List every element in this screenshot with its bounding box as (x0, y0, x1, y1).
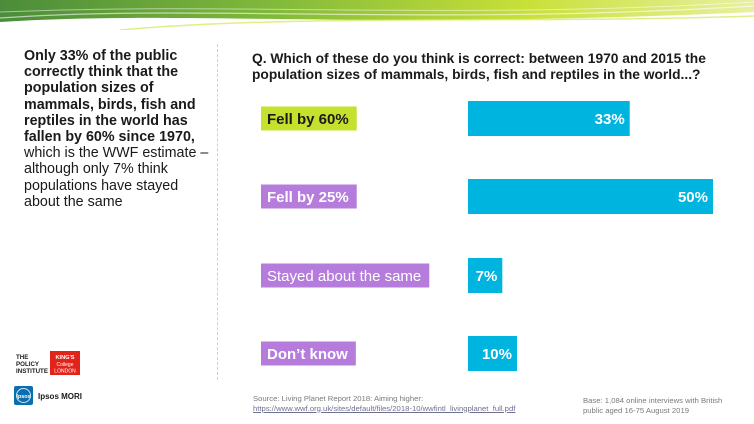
summary-text: Only 33% of the public correctly think t… (24, 48, 210, 210)
logos: THE POLICY INSTITUTE KING'S College LOND… (14, 351, 82, 405)
category-label-0: Fell by 60% (267, 111, 349, 128)
source-note: Source: Living Planet Report 2018: Aimin… (253, 394, 563, 413)
policy-institute-logo-line-1: THE (16, 354, 28, 361)
bar-1 (468, 179, 713, 214)
base-note: Base: 1,084 online interviews with Briti… (583, 396, 723, 415)
category-label-bg-0 (261, 106, 357, 131)
category-label-3: Don’t know (267, 346, 348, 363)
bar-0 (468, 101, 630, 136)
summary-bold-text: Only 33% of the public correctly think t… (24, 48, 196, 146)
value-label-3: 10% (482, 346, 512, 363)
value-label-0: 33% (595, 111, 625, 128)
source-link[interactable]: https://www.wwf.org.uk/sites/default/fil… (253, 403, 516, 413)
policy-institute-logo-line-3: INSTITUTE (16, 368, 48, 375)
category-label-1: Fell by 25% (267, 189, 349, 206)
ipsos-logo-mark: Ipsos (16, 394, 30, 400)
category-label-bg-1 (261, 184, 357, 209)
header-banner (0, 0, 754, 30)
value-label-1: 50% (678, 189, 708, 206)
chart-title: Q. Which of these do you think is correc… (252, 51, 706, 83)
category-label-bg-3 (261, 341, 356, 366)
category-label-2: Stayed about the same (267, 268, 421, 285)
summary-normal-text: which is the WWF estimate – although onl… (24, 145, 209, 210)
kings-college-logo-line-1: KING'S (55, 355, 74, 361)
kings-college-logo-line-2: College (57, 362, 74, 368)
value-label-2: 7% (476, 268, 498, 285)
ipsos-logo: Ipsos Ipsos MORI (14, 386, 82, 405)
bar-2 (468, 258, 503, 293)
ipsos-mori-logo-text: Ipsos MORI (38, 392, 82, 401)
policy-institute-logo-line-2: POLICY (16, 361, 40, 368)
kings-college-logo: KING'S College LONDON (50, 351, 80, 375)
bar-3 (468, 336, 517, 371)
category-label-bg-2 (261, 263, 430, 288)
panel-divider (217, 44, 218, 380)
kings-college-logo-line-3: LONDON (54, 369, 76, 375)
policy-institute-logo: THE POLICY INSTITUTE (16, 354, 48, 375)
source-text: Source: Living Planet Report 2018: Aimin… (253, 394, 424, 403)
